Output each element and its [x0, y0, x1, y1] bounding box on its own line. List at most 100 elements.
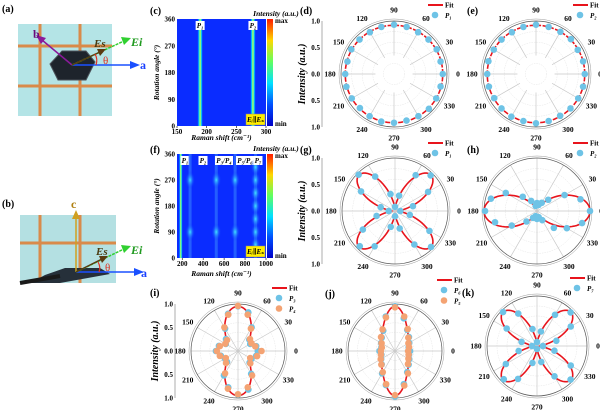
data-point: [581, 70, 589, 78]
data-point: [366, 112, 373, 120]
data-point: [437, 83, 444, 90]
data-point: [359, 226, 367, 233]
peak-intensity-spot: [250, 223, 261, 241]
angle-tick-label: 0: [598, 70, 600, 79]
data-point: [537, 358, 545, 366]
data-point: [244, 384, 252, 391]
a-axis-label: a: [141, 266, 147, 280]
radial-tick-label: 0.0: [164, 348, 173, 356]
legend-marker: [576, 149, 584, 157]
data-point: [563, 224, 571, 232]
legend-fit-label: Fit: [445, 140, 454, 148]
angle-tick-label: 90: [533, 143, 541, 152]
angle-tick-label: 90: [390, 6, 398, 15]
data-point: [221, 370, 229, 377]
grid-spoke: [394, 210, 422, 258]
data-point: [432, 95, 440, 102]
data-point: [247, 325, 255, 332]
angle-tick-label: 270: [232, 405, 244, 410]
grid-spoke: [490, 184, 538, 212]
data-point: [550, 224, 558, 232]
angle-tick-label: 210: [333, 102, 345, 111]
data-point: [390, 21, 398, 29]
data-point: [551, 347, 558, 354]
y-axis-label: Rotation angle (°): [152, 44, 161, 101]
data-point: [378, 361, 385, 368]
legend-label: P₄: [289, 306, 296, 314]
data-point: [414, 28, 422, 36]
colorbar: [267, 154, 273, 258]
angle-tick-label: 270: [389, 405, 401, 410]
grid-spoke: [368, 164, 396, 212]
data-point: [427, 172, 434, 179]
grid-spoke: [394, 350, 436, 375]
peak-label-box: [253, 156, 263, 165]
data-point: [404, 360, 412, 368]
outer-ring: [341, 157, 449, 265]
angle-tick-label: 30: [447, 175, 455, 184]
radial-tick-label: 0.5: [164, 324, 173, 332]
angle-tick-label: 330: [440, 376, 452, 385]
angle-tick-label: 120: [499, 151, 511, 160]
panel-label: (k): [462, 288, 474, 299]
x-tick-label: 200: [177, 260, 188, 268]
data-point: [424, 188, 432, 196]
angle-tick-label: 90: [234, 289, 242, 298]
y-tick-label: 90: [168, 229, 176, 237]
angle-tick-label: 30: [446, 38, 454, 47]
angle-tick-label: 330: [445, 239, 457, 248]
colorbar-min: min: [275, 252, 287, 260]
data-point: [533, 345, 541, 353]
grid-spoke: [511, 302, 538, 347]
peak-intensity-spot: [185, 223, 196, 241]
outer-ring: [188, 301, 288, 401]
panel-label: (c): [150, 6, 161, 17]
grid-spoke: [536, 345, 581, 372]
data-point: [387, 223, 395, 231]
grid-spoke: [536, 345, 563, 390]
angle-tick-label: 240: [203, 397, 215, 406]
peak-intensity-spot: [211, 223, 222, 241]
data-point: [216, 352, 224, 360]
angle-tick-label: 90: [391, 143, 399, 152]
charts: (c) P₁ P₂ Eᵢ∥Eₛ max min Intensity (a.u.) 150 200…: [150, 2, 600, 410]
radial-tick-label: 0.5: [164, 371, 173, 379]
angle-tick-label: 60: [423, 151, 431, 160]
angle-tick-label: 330: [283, 376, 295, 385]
angle-tick-label: 0: [457, 207, 461, 216]
grid-spoke: [237, 327, 279, 352]
data-point: [537, 328, 545, 335]
legend-fit-label: Fit: [590, 140, 599, 148]
data-point: [528, 342, 536, 350]
data-point: [508, 113, 515, 120]
legend-marker: [440, 297, 448, 304]
data-point: [356, 242, 364, 250]
grid-ring: [383, 63, 405, 85]
angle-tick-label: 120: [498, 14, 510, 23]
outer-ring: [340, 20, 448, 128]
peak-band: [233, 154, 237, 258]
data-point: [545, 117, 552, 125]
radial-tick-label: 0.0: [311, 71, 320, 79]
angle-tick-label: 300: [562, 394, 574, 403]
angle-tick-label: 150: [334, 175, 346, 184]
x-axis-label: Raman shift (cm⁻¹): [190, 269, 252, 278]
angle-tick-label: 150: [475, 38, 487, 47]
peak-label-box: [215, 156, 233, 165]
data-point: [412, 171, 419, 179]
data-point: [377, 203, 384, 211]
data-point: [485, 83, 493, 90]
peak-intensity-spot: [250, 197, 261, 215]
data-point: [574, 95, 582, 102]
angle-tick-label: 30: [588, 38, 596, 47]
data-point: [533, 338, 541, 346]
data-point: [527, 197, 535, 205]
radial-tick-label: 0.5: [311, 44, 320, 52]
angle-tick-label: 210: [334, 239, 346, 248]
legend-fit-label: Fit: [587, 275, 596, 283]
data-point: [551, 373, 558, 380]
angle-tick-label: 210: [182, 376, 194, 385]
panel-label: (e): [467, 6, 478, 17]
angle-tick-label: 300: [562, 125, 574, 134]
data-point: [490, 94, 498, 102]
